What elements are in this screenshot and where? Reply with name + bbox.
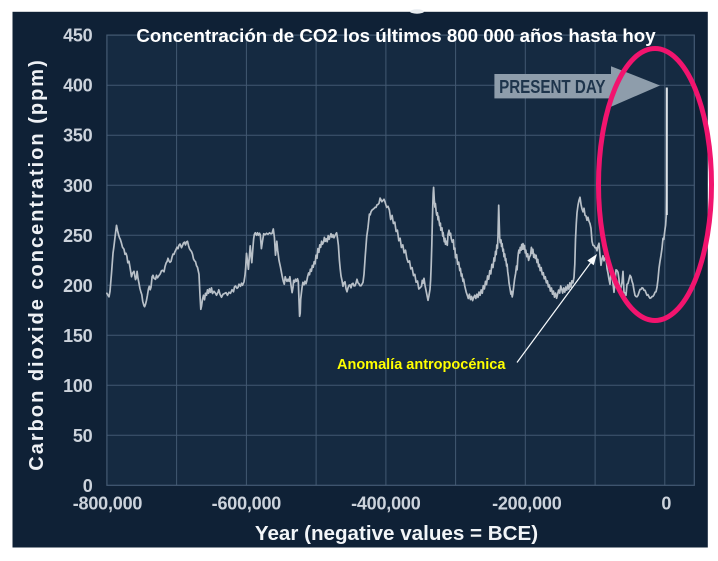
svg-text:Carbon dioxide concentration (: Carbon dioxide concentration (ppm) bbox=[26, 58, 48, 470]
svg-text:0: 0 bbox=[83, 476, 93, 496]
svg-text:Concentración de CO2 los últim: Concentración de CO2 los últimos 800 000… bbox=[136, 25, 656, 46]
svg-text:250: 250 bbox=[63, 226, 93, 246]
svg-text:100: 100 bbox=[63, 376, 93, 396]
svg-text:300: 300 bbox=[63, 176, 93, 196]
svg-text:150: 150 bbox=[63, 326, 93, 346]
svg-text:-200,000: -200,000 bbox=[492, 493, 562, 513]
svg-text:-800,000: -800,000 bbox=[73, 493, 143, 513]
svg-text:200: 200 bbox=[63, 276, 93, 296]
svg-text:450: 450 bbox=[63, 26, 93, 46]
svg-text:PRESENT DAY: PRESENT DAY bbox=[499, 76, 605, 97]
svg-text:400: 400 bbox=[63, 76, 93, 96]
svg-text:0: 0 bbox=[661, 493, 671, 513]
svg-text:-600,000: -600,000 bbox=[212, 493, 282, 513]
svg-text:50: 50 bbox=[73, 426, 93, 446]
svg-text:350: 350 bbox=[63, 126, 93, 146]
svg-text:Year (negative values = BCE): Year (negative values = BCE) bbox=[255, 522, 538, 545]
svg-text:-400,000: -400,000 bbox=[351, 493, 421, 513]
svg-text:Anomalía antropocénica: Anomalía antropocénica bbox=[337, 357, 506, 373]
